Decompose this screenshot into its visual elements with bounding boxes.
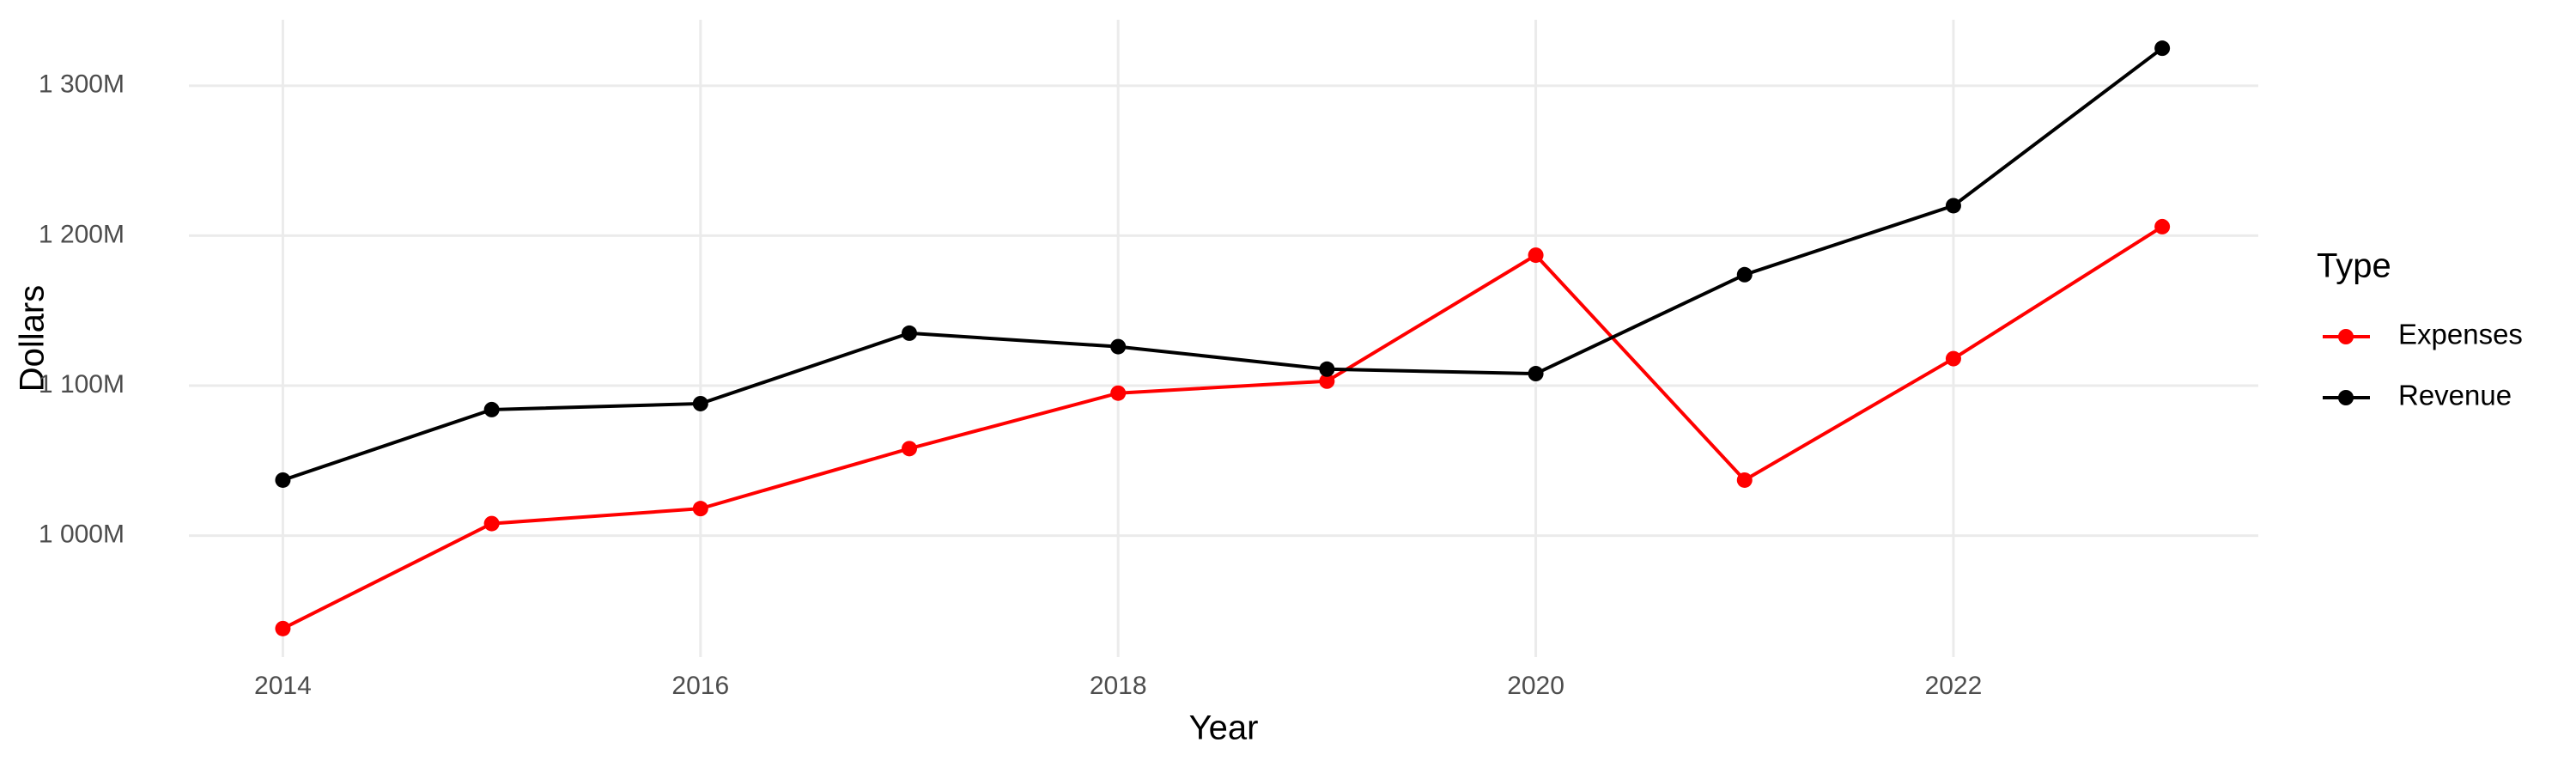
- legend-title: Type: [2317, 247, 2391, 285]
- data-point: [902, 441, 918, 457]
- data-point: [902, 325, 918, 341]
- legend-marker: [2338, 329, 2354, 344]
- data-point: [1945, 350, 1961, 367]
- data-point: [1319, 373, 1335, 389]
- y-tick-label: 1 200M: [39, 220, 125, 248]
- data-point: [275, 620, 291, 636]
- y-tick-label: 1 300M: [39, 70, 125, 99]
- y-tick-label: 1 100M: [39, 370, 125, 399]
- data-point: [1110, 385, 1127, 401]
- x-tick-label: 2016: [671, 672, 729, 700]
- data-point: [1528, 366, 1544, 382]
- data-point: [1319, 361, 1335, 377]
- data-point: [2154, 40, 2171, 57]
- data-point: [483, 401, 500, 417]
- series-line: [282, 225, 2164, 630]
- legend-label: Revenue: [2398, 380, 2512, 411]
- data-point: [1110, 338, 1127, 355]
- x-tick-label: 2020: [1507, 672, 1564, 700]
- data-point: [692, 501, 708, 517]
- data-point: [483, 515, 500, 532]
- data-point: [1528, 247, 1544, 264]
- x-tick-label: 2018: [1090, 672, 1147, 700]
- data-point: [1945, 198, 1961, 214]
- series-line: [282, 46, 2164, 482]
- x-axis-title: Year: [1189, 709, 1259, 747]
- data-point: [2154, 218, 2171, 234]
- data-point: [692, 395, 708, 411]
- x-tick-label: 2022: [1925, 672, 1983, 700]
- data-point: [275, 472, 291, 488]
- legend-marker: [2338, 390, 2354, 405]
- y-tick-label: 1 000M: [39, 520, 125, 549]
- x-tick-label: 2014: [254, 672, 312, 700]
- legend-label: Expenses: [2398, 319, 2523, 350]
- data-point: [1736, 266, 1753, 283]
- data-point: [1736, 472, 1753, 488]
- y-axis-title: Dollars: [14, 285, 52, 392]
